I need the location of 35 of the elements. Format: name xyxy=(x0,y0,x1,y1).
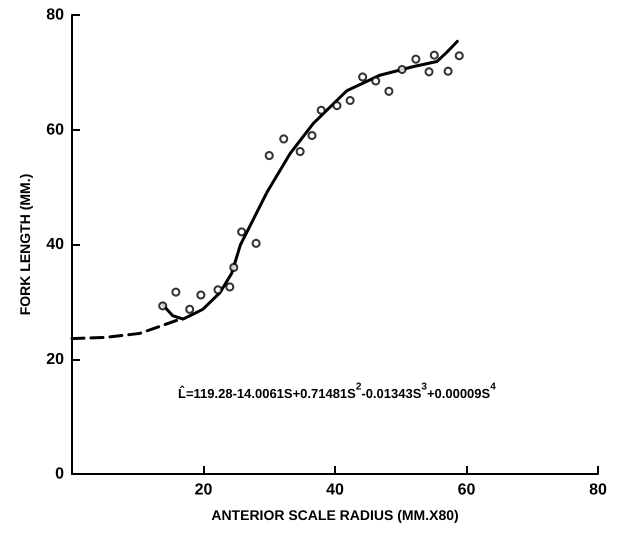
point xyxy=(252,238,261,248)
point xyxy=(444,66,453,76)
point xyxy=(237,227,246,236)
x-tick-label: 80 xyxy=(589,482,607,498)
point xyxy=(213,285,222,294)
point xyxy=(196,290,206,300)
y-tick-label: 40 xyxy=(46,236,64,253)
point xyxy=(279,134,288,144)
point xyxy=(424,67,434,76)
y-axis-title: FORK LENGTH (MM.) xyxy=(17,174,33,316)
point xyxy=(430,50,439,60)
point xyxy=(454,51,464,60)
point xyxy=(398,65,407,74)
point xyxy=(358,72,368,82)
x-tick-label: 40 xyxy=(326,482,344,498)
point xyxy=(384,86,394,96)
point xyxy=(307,130,316,140)
point xyxy=(296,147,305,156)
y-tick-label: 80 xyxy=(46,6,64,24)
point xyxy=(411,54,420,64)
point xyxy=(171,288,180,297)
point xyxy=(158,301,168,310)
point xyxy=(264,151,274,160)
x-tick-label: 20 xyxy=(194,482,212,498)
point xyxy=(229,262,238,272)
y-tick-label: 0 xyxy=(55,466,64,482)
y-tick-label: 20 xyxy=(46,350,64,368)
point xyxy=(332,101,342,110)
point xyxy=(225,282,234,292)
y-tick-label: 60 xyxy=(46,121,64,138)
x-tick-label: 60 xyxy=(458,482,476,498)
point xyxy=(346,96,355,105)
point xyxy=(316,106,326,115)
x-axis-title: ANTERIOR SCALE RADIUS (MM.X80) xyxy=(211,507,459,523)
point xyxy=(185,304,194,314)
